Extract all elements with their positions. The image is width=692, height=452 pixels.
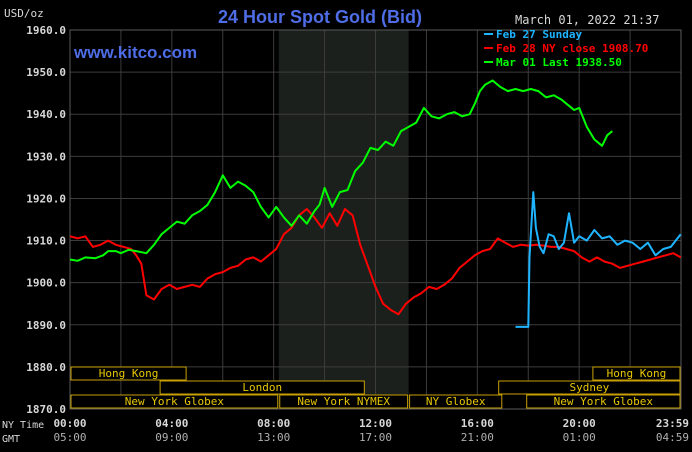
x-tick-gmt: 21:00 (461, 431, 494, 444)
x-tick-ny: 08:00 (257, 417, 290, 430)
y-tick-label: 1900.0 (26, 277, 66, 290)
timestamp: March 01, 2022 21:37 (515, 13, 660, 27)
session-box (526, 394, 681, 409)
chart-title: 24 Hour Spot Gold (Bid) (218, 7, 422, 27)
session-label: London (242, 381, 282, 394)
x-tick-ny: 00:00 (53, 417, 86, 430)
x-tick-ny: 12:00 (359, 417, 392, 430)
y-tick-label: 1920.0 (26, 192, 66, 205)
series-line (515, 191, 682, 328)
series-line (69, 79, 613, 262)
legend-entry: Feb 27 Sunday (496, 28, 582, 41)
y-tick-label: 1940.0 (26, 108, 66, 121)
x-tick-ny: 20:00 (563, 417, 596, 430)
session-label: Sydney (569, 381, 609, 394)
session-box (592, 366, 681, 381)
x-tick-gmt: 05:00 (53, 431, 86, 444)
y-tick-label: 1950.0 (26, 66, 66, 79)
y-tick-label: 1930.0 (26, 150, 66, 163)
session-box (159, 380, 365, 395)
session-label: NY Globex (426, 395, 486, 408)
nymex-shaded-band (278, 30, 409, 409)
x-tick-gmt: 09:00 (155, 431, 188, 444)
y-tick-label: 1960.0 (26, 24, 66, 37)
y-tick-label: 1890.0 (26, 319, 66, 332)
session-label: New York Globex (554, 395, 654, 408)
session-box (70, 394, 279, 409)
session-box (409, 394, 503, 409)
y-axis-labels: 1960.0 1950.0 1940.0 1930.0 1920.0 1910.0 1900… (26, 24, 66, 416)
x-tick-gmt: 17:00 (359, 431, 392, 444)
x-tick-gmt: 13:00 (257, 431, 290, 444)
series-line (69, 208, 682, 316)
y-tick-label: 1910.0 (26, 235, 66, 248)
session-box (70, 366, 187, 381)
x-tick-ny: 04:00 (155, 417, 188, 430)
price-series (69, 79, 682, 328)
watermark-url: www.kitco.com (73, 43, 197, 62)
x-tick-ny: 16:00 (461, 417, 494, 430)
gmt-row-label: GMT (2, 434, 20, 445)
ny-time-row-label: NY Time (2, 420, 44, 431)
session-box (498, 380, 681, 395)
session-label: New York Globex (125, 395, 225, 408)
session-label: Hong Kong (99, 367, 159, 380)
x-tick-gmt: 01:00 (563, 431, 596, 444)
session-box (279, 394, 409, 409)
plot-frame (69, 29, 682, 410)
session-label: Hong Kong (607, 367, 667, 380)
y-tick-label: 1880.0 (26, 361, 66, 374)
x-tick-gmt: 04:59 (656, 431, 689, 444)
legend-entry: Mar 01 Last 1938.50 (496, 56, 622, 69)
legend-entry: Feb 28 NY close 1908.70 (496, 42, 648, 55)
unit-label: USD/oz (4, 7, 44, 20)
session-label: New York NYMEX (297, 395, 390, 408)
x-tick-ny: 23:59 (656, 417, 689, 430)
y-tick-label: 1870.0 (26, 403, 66, 416)
